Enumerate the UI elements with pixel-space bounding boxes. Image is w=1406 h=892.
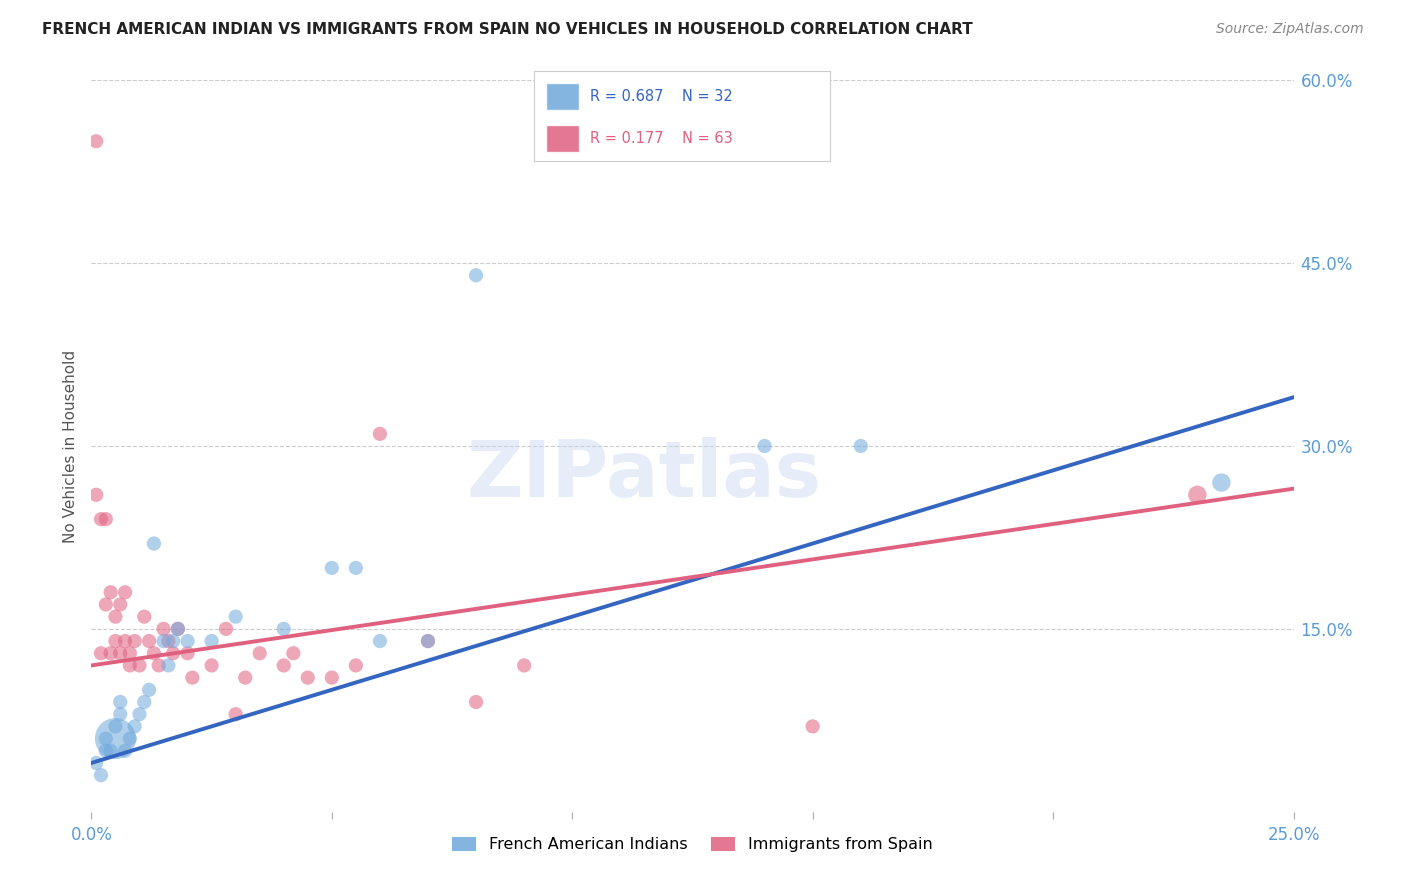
Bar	[546, 83, 579, 110]
Point	[94, 744, 117, 758]
Point	[152, 622, 174, 636]
Point	[118, 646, 141, 660]
Point	[100, 744, 122, 758]
Point	[134, 609, 156, 624]
Point	[465, 695, 488, 709]
Point	[513, 658, 536, 673]
Point	[84, 756, 107, 770]
Legend: French American Indians, Immigrants from Spain: French American Indians, Immigrants from…	[446, 830, 939, 859]
Point	[142, 536, 165, 550]
Point	[90, 646, 112, 660]
Point	[283, 646, 305, 660]
Point	[100, 585, 122, 599]
Point	[110, 646, 132, 660]
Point	[142, 646, 165, 660]
Text: R = 0.687    N = 32: R = 0.687 N = 32	[591, 89, 733, 103]
Point	[181, 671, 204, 685]
Point	[148, 658, 170, 673]
Bar	[546, 125, 579, 152]
Point	[100, 646, 122, 660]
Point	[114, 634, 136, 648]
Point	[167, 622, 190, 636]
Point	[416, 634, 439, 648]
Point	[104, 719, 127, 733]
Point	[104, 731, 127, 746]
Point	[344, 561, 367, 575]
Point	[321, 561, 343, 575]
Point	[201, 634, 224, 648]
Point	[110, 707, 132, 722]
Point	[157, 658, 180, 673]
Point	[114, 744, 136, 758]
Text: Source: ZipAtlas.com: Source: ZipAtlas.com	[1216, 22, 1364, 37]
Point	[321, 671, 343, 685]
Point	[162, 634, 184, 648]
Point	[465, 268, 488, 283]
Point	[94, 731, 117, 746]
Point	[84, 134, 107, 148]
Point	[162, 646, 184, 660]
Point	[273, 658, 295, 673]
Point	[134, 695, 156, 709]
Point	[233, 671, 256, 685]
Text: R = 0.177    N = 63: R = 0.177 N = 63	[591, 131, 733, 145]
Point	[118, 731, 141, 746]
Point	[152, 634, 174, 648]
Point	[176, 646, 198, 660]
Point	[297, 671, 319, 685]
Point	[176, 634, 198, 648]
Text: FRENCH AMERICAN INDIAN VS IMMIGRANTS FROM SPAIN NO VEHICLES IN HOUSEHOLD CORRELA: FRENCH AMERICAN INDIAN VS IMMIGRANTS FRO…	[42, 22, 973, 37]
Point	[138, 634, 160, 648]
Y-axis label: No Vehicles in Household: No Vehicles in Household	[63, 350, 79, 542]
Point	[110, 695, 132, 709]
Point	[201, 658, 224, 673]
Point	[249, 646, 271, 660]
Point	[1211, 475, 1233, 490]
Point	[849, 439, 872, 453]
Point	[225, 707, 247, 722]
Text: ZIPatlas: ZIPatlas	[467, 437, 823, 513]
Point	[225, 609, 247, 624]
Point	[754, 439, 776, 453]
Point	[94, 598, 117, 612]
Point	[368, 426, 391, 441]
Point	[273, 622, 295, 636]
Point	[138, 682, 160, 697]
Point	[104, 609, 127, 624]
Point	[114, 585, 136, 599]
Point	[215, 622, 238, 636]
Point	[1187, 488, 1209, 502]
Point	[416, 634, 439, 648]
Point	[104, 634, 127, 648]
Point	[110, 598, 132, 612]
Point	[90, 768, 112, 782]
Point	[157, 634, 180, 648]
Point	[84, 488, 107, 502]
Point	[368, 634, 391, 648]
Point	[128, 658, 150, 673]
Point	[118, 658, 141, 673]
Point	[128, 707, 150, 722]
Point	[344, 658, 367, 673]
Point	[90, 512, 112, 526]
Point	[124, 634, 146, 648]
Point	[801, 719, 824, 733]
Point	[124, 719, 146, 733]
Point	[94, 512, 117, 526]
Point	[167, 622, 190, 636]
